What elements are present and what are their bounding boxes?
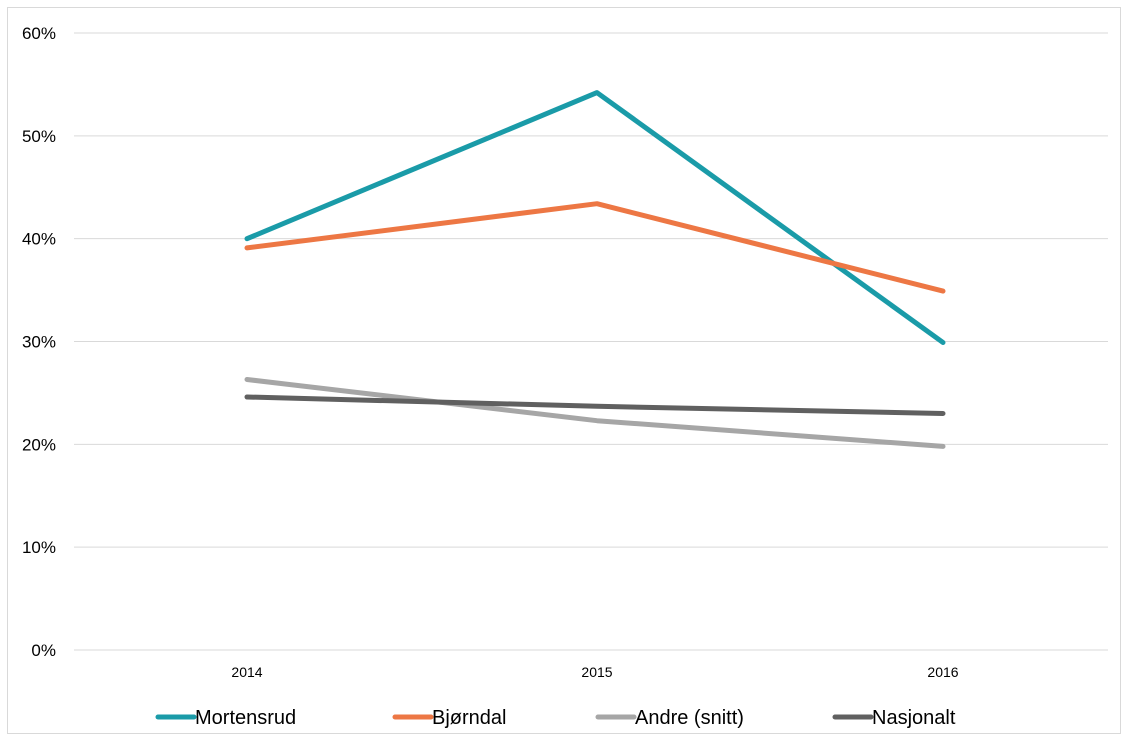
y-tick-label: 60%	[22, 24, 56, 43]
legend-label: Bjørndal	[432, 707, 506, 729]
series-lines	[244, 90, 946, 449]
y-tick-label: 10%	[22, 538, 56, 557]
y-tick-label: 30%	[22, 333, 56, 352]
y-tick-label: 50%	[22, 127, 56, 146]
legend: Mortensrud Bjørndal Andre (snitt) Nasjonalt	[155, 707, 956, 729]
series-line-nasjonalt	[244, 394, 946, 416]
legend-label: Andre (snitt)	[635, 707, 744, 729]
x-tick-label: 2014	[231, 664, 262, 680]
legend-label: Nasjonalt	[872, 707, 956, 729]
x-tick-label: 2016	[927, 664, 958, 680]
x-tick-label: 2015	[581, 664, 612, 680]
y-tick-label: 0%	[31, 641, 56, 660]
legend-label: Mortensrud	[195, 707, 296, 729]
y-tick-label: 20%	[22, 435, 56, 454]
series-line-andre-snitt	[244, 377, 946, 449]
x-axis-tick-labels: 2014 2015 2016	[231, 664, 958, 680]
chart-frame	[7, 7, 1121, 734]
series-line-mortensrud	[244, 90, 946, 345]
y-tick-label: 40%	[22, 230, 56, 249]
series-line-bj-rndal	[244, 201, 946, 294]
gridlines	[74, 32, 1108, 651]
y-axis-tick-labels: 0% 10% 20% 30% 40% 50% 60%	[22, 24, 56, 660]
